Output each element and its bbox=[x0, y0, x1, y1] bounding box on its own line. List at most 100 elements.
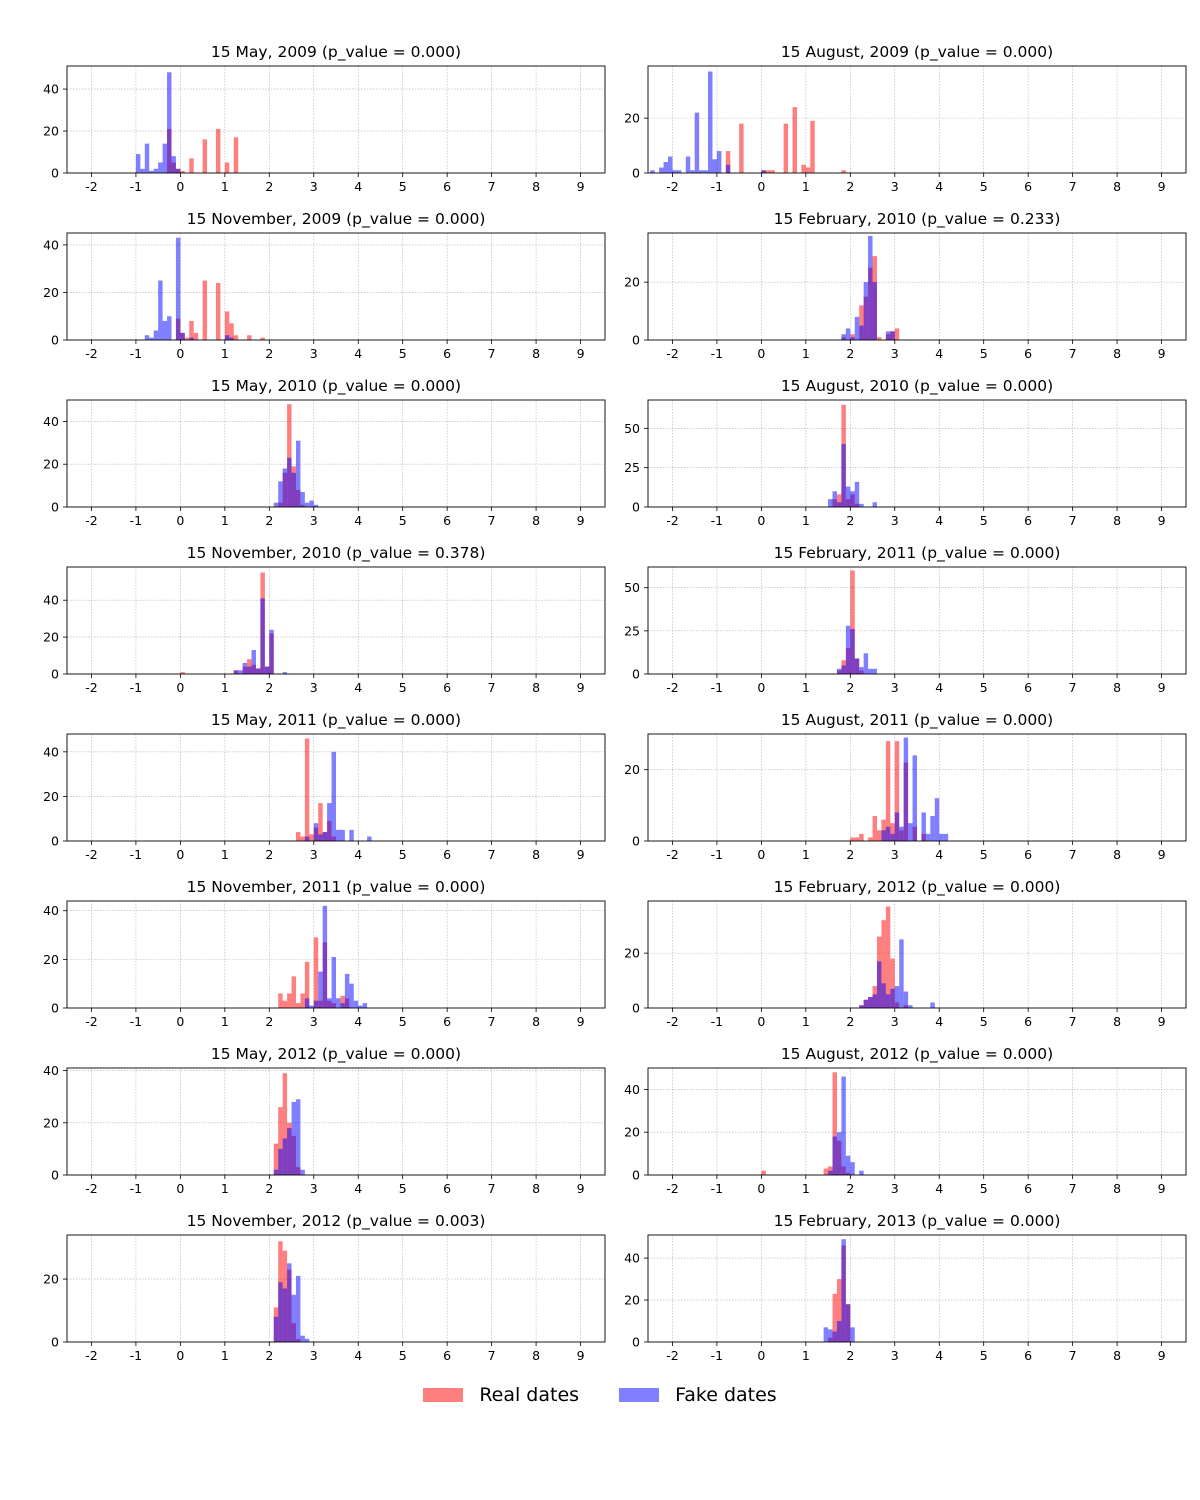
bar-fake bbox=[854, 316, 860, 340]
x-tick-label: 2 bbox=[265, 847, 273, 862]
x-tick-label: 0 bbox=[757, 1348, 765, 1363]
x-tick-label: 0 bbox=[176, 1014, 184, 1029]
bar-fake bbox=[841, 334, 846, 340]
bar-fake bbox=[845, 625, 851, 674]
bar-real bbox=[841, 170, 846, 173]
bar-fake bbox=[934, 798, 940, 841]
bar-real bbox=[725, 151, 731, 173]
bar-real bbox=[770, 170, 775, 173]
x-tick-label: 1 bbox=[802, 847, 810, 862]
x-tick-label: 0 bbox=[757, 847, 765, 862]
bar-fake bbox=[863, 282, 869, 340]
x-tick-label: -1 bbox=[711, 847, 723, 862]
x-tick-label: 8 bbox=[532, 847, 540, 862]
bar-fake bbox=[327, 803, 332, 841]
x-tick-label: 9 bbox=[1158, 680, 1166, 695]
x-tick-label: 0 bbox=[176, 1348, 184, 1363]
bar-real bbox=[304, 738, 310, 841]
bar-fake bbox=[295, 1275, 301, 1342]
x-tick-label: 4 bbox=[935, 1014, 943, 1029]
subplot: 15 August, 2009 (p_value = 0.000) -2 -1 0 1 2… bbox=[624, 43, 1187, 194]
bar-real bbox=[850, 570, 855, 674]
bar-fake bbox=[264, 666, 270, 674]
bar-fake bbox=[336, 998, 341, 1008]
bar-real bbox=[180, 672, 185, 674]
bar-real bbox=[868, 837, 873, 841]
x-tick-label: 9 bbox=[577, 513, 585, 528]
bar-fake bbox=[167, 72, 172, 173]
x-tick-label: -2 bbox=[85, 847, 97, 862]
bar-real bbox=[189, 320, 194, 340]
x-tick-label: 6 bbox=[1024, 179, 1032, 194]
x-tick-label: 5 bbox=[980, 1348, 988, 1363]
subplot-title: 15 November, 2012 (p_value = 0.003) bbox=[187, 1212, 486, 1231]
bar-fake bbox=[238, 670, 243, 674]
bar-fake bbox=[309, 500, 314, 507]
x-tick-label: 1 bbox=[221, 847, 229, 862]
bar-fake bbox=[694, 112, 700, 173]
x-tick-label: 1 bbox=[221, 1014, 229, 1029]
x-tick-label: 1 bbox=[802, 513, 810, 528]
plot-frame bbox=[647, 232, 1187, 341]
x-tick-label: 6 bbox=[443, 513, 451, 528]
x-tick-label: 1 bbox=[221, 346, 229, 361]
x-tick-label: 6 bbox=[1024, 847, 1032, 862]
bar-fake bbox=[836, 502, 842, 507]
x-tick-label: -2 bbox=[666, 179, 678, 194]
bar-real bbox=[832, 1072, 837, 1175]
bar-fake bbox=[659, 167, 664, 173]
x-tick-label: 9 bbox=[1158, 1014, 1166, 1029]
x-tick-label: 8 bbox=[1113, 179, 1121, 194]
x-tick-label: 4 bbox=[935, 179, 943, 194]
x-tick-label: -1 bbox=[130, 1348, 142, 1363]
subplot-title: 15 May, 2011 (p_value = 0.000) bbox=[211, 711, 461, 730]
subplot: 15 August, 2010 (p_value = 0.000) -2 -1 0 1 2… bbox=[624, 377, 1187, 528]
x-tick-label: 7 bbox=[1069, 1014, 1077, 1029]
plot-frame bbox=[647, 1234, 1187, 1343]
bar-real bbox=[224, 162, 230, 173]
plot-frame bbox=[647, 399, 1187, 508]
plot-frame bbox=[647, 900, 1187, 1009]
x-tick-label: 4 bbox=[935, 680, 943, 695]
x-tick-label: 7 bbox=[488, 1181, 496, 1196]
bar-real bbox=[233, 137, 239, 173]
x-tick-label: 8 bbox=[1113, 680, 1121, 695]
x-tick-label: 2 bbox=[265, 680, 273, 695]
bar-fake bbox=[318, 971, 323, 1008]
x-tick-label: 4 bbox=[354, 1181, 362, 1196]
subplot: 15 November, 2012 (p_value = 0.003) -2 -1 0… bbox=[43, 1212, 606, 1363]
x-tick-label: 0 bbox=[176, 513, 184, 528]
bar-fake bbox=[367, 836, 372, 841]
x-tick-label: 0 bbox=[176, 346, 184, 361]
bar-fake bbox=[260, 598, 265, 674]
bar-fake bbox=[868, 997, 873, 1008]
bar-fake bbox=[175, 237, 181, 340]
x-tick-label: 3 bbox=[891, 1181, 899, 1196]
bar-real bbox=[850, 837, 855, 841]
x-tick-label: 3 bbox=[310, 680, 318, 695]
x-tick-label: -2 bbox=[666, 1348, 678, 1363]
bar-fake bbox=[313, 823, 319, 841]
x-tick-label: -1 bbox=[130, 1181, 142, 1196]
bar-fake bbox=[175, 168, 181, 173]
x-tick-label: 8 bbox=[1113, 346, 1121, 361]
x-tick-label: -1 bbox=[711, 1014, 723, 1029]
subplot-title: 15 May, 2010 (p_value = 0.000) bbox=[211, 377, 461, 396]
y-tick-label: 40 bbox=[43, 237, 59, 252]
y-tick-label: 20 bbox=[624, 1125, 640, 1140]
x-tick-label: -1 bbox=[130, 1014, 142, 1029]
y-tick-label: 0 bbox=[632, 500, 640, 515]
bar-fake bbox=[828, 1170, 833, 1175]
bar-fake bbox=[295, 1099, 301, 1175]
bar-fake bbox=[171, 156, 176, 173]
bar-real bbox=[805, 167, 811, 173]
bar-real bbox=[295, 832, 301, 841]
x-tick-label: 9 bbox=[1158, 513, 1166, 528]
x-tick-label: 9 bbox=[577, 847, 585, 862]
bar-fake bbox=[300, 1335, 305, 1342]
bar-fake bbox=[930, 1002, 935, 1008]
bar-real bbox=[836, 494, 842, 507]
legend: Real dates Fake dates bbox=[0, 1384, 1200, 1406]
bar-fake bbox=[144, 335, 150, 340]
x-tick-label: 8 bbox=[532, 1181, 540, 1196]
